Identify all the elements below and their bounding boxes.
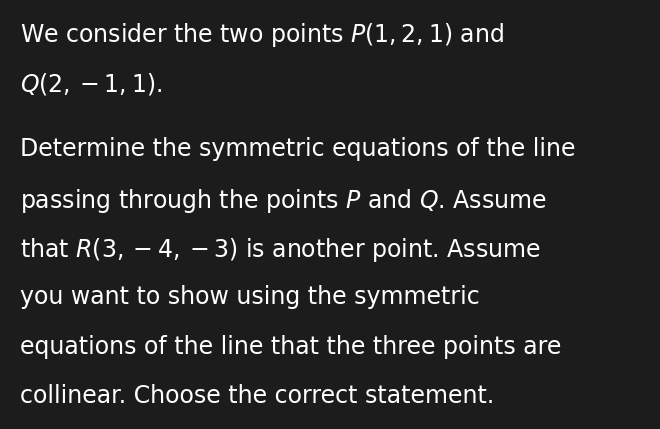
Text: equations of the line that the three points are: equations of the line that the three poi… [20,335,561,359]
Text: that $R(3, -4, -3)$ is another point. Assume: that $R(3, -4, -3)$ is another point. As… [20,236,541,264]
Text: Determine the symmetric equations of the line: Determine the symmetric equations of the… [20,137,576,161]
Text: collinear. Choose the correct statement.: collinear. Choose the correct statement. [20,384,494,408]
Text: We consider the two points $P(1, 2, 1)$ and: We consider the two points $P(1, 2, 1)$ … [20,21,504,49]
Text: you want to show using the symmetric: you want to show using the symmetric [20,285,480,309]
Text: passing through the points $P$ and $Q$. Assume: passing through the points $P$ and $Q$. … [20,187,546,214]
Text: $Q(2, -1, 1)$.: $Q(2, -1, 1)$. [20,71,162,97]
